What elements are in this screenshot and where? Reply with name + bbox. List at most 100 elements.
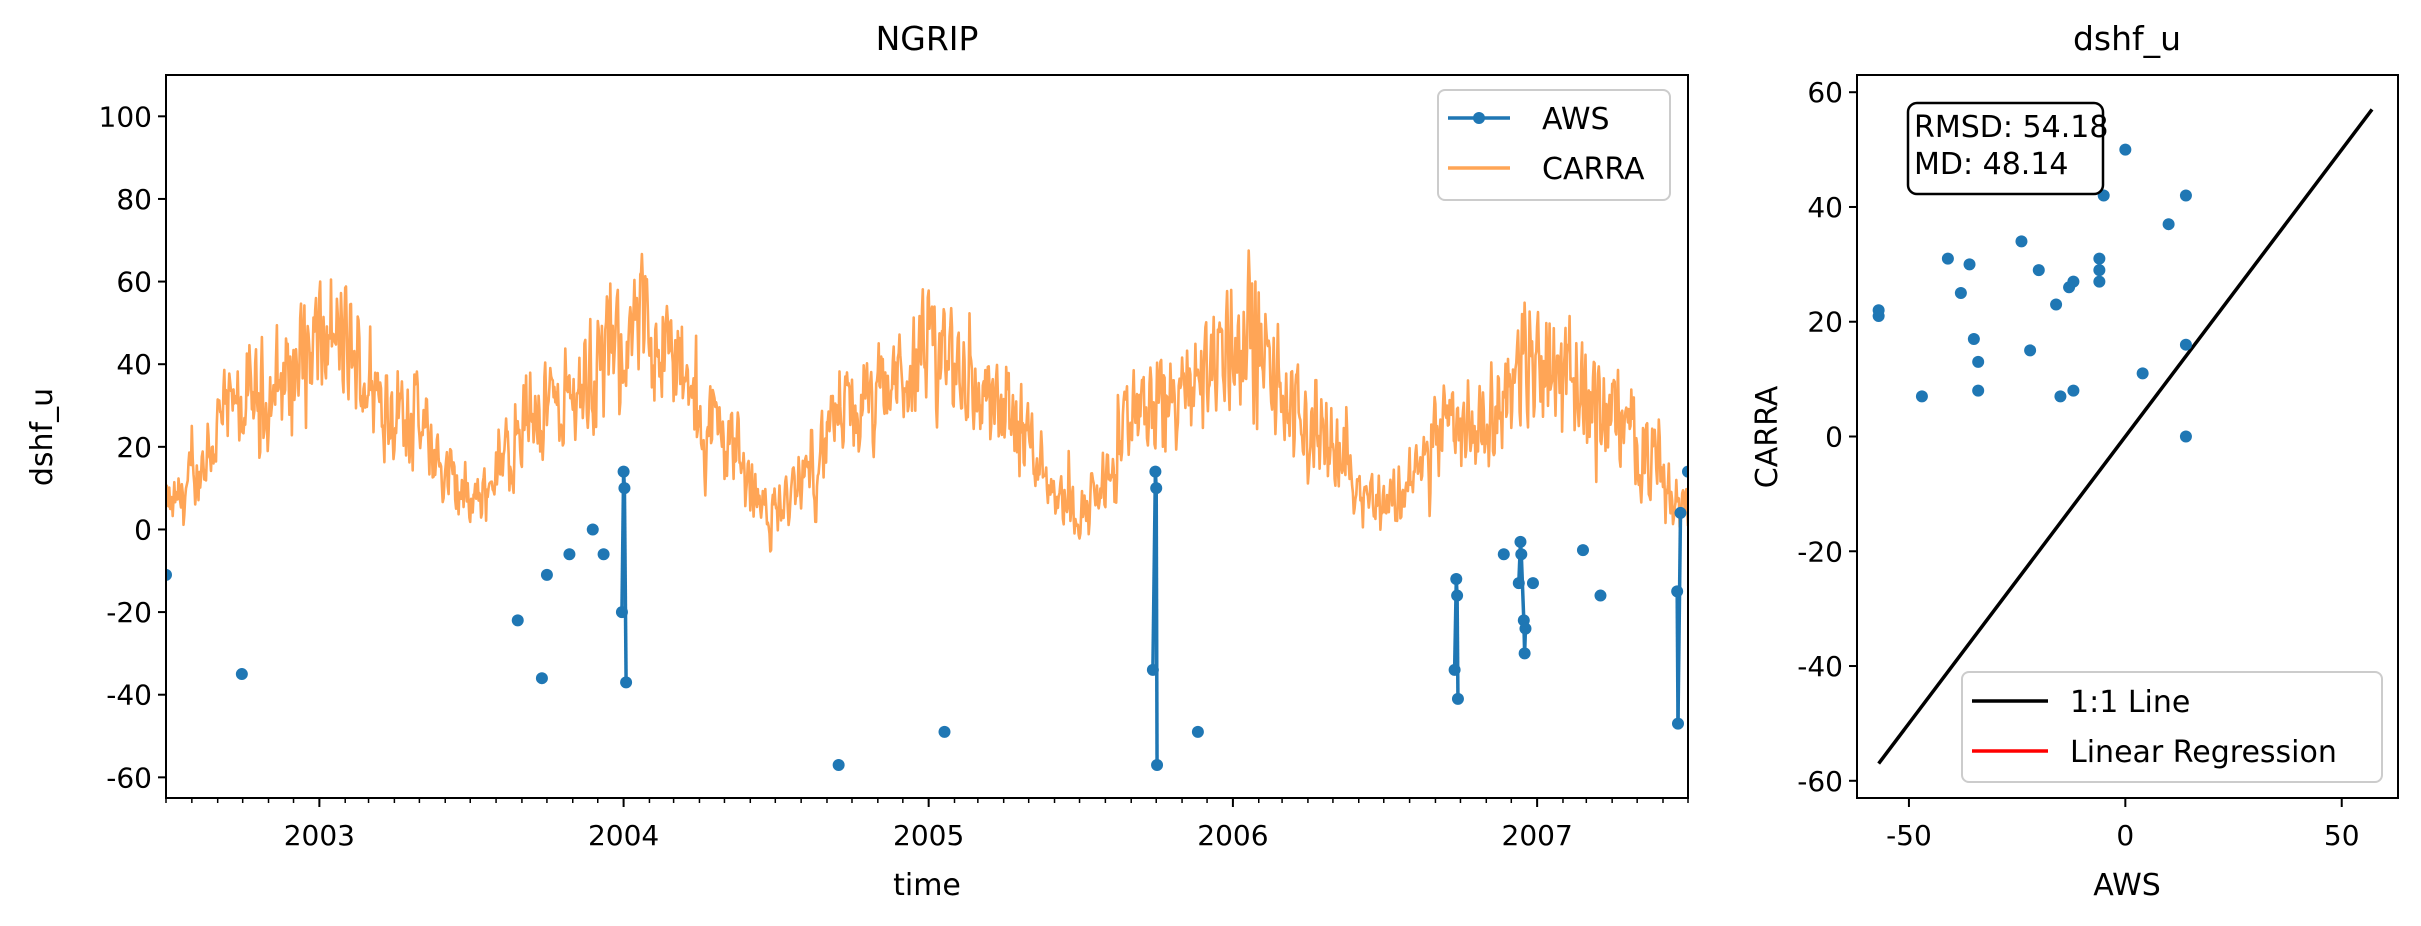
scatter-point: [2119, 143, 2132, 156]
md-text: MD: 48.14: [1914, 147, 2069, 182]
ngrip-x-tick-label: 2005: [893, 819, 964, 852]
aws-point: [1594, 589, 1607, 602]
scatter-point: [1872, 304, 1885, 317]
aws-point: [597, 548, 610, 561]
scatter-point: [2015, 235, 2028, 248]
ngrip-x-label: time: [893, 868, 961, 903]
aws-point: [1515, 548, 1528, 561]
ngrip-y-tick-label: -60: [106, 761, 152, 794]
scatter-x-axis: -50 0 50: [1886, 798, 2360, 852]
aws-point: [586, 523, 599, 536]
aws-point: [1674, 506, 1687, 519]
ngrip-x-tick-label: 2006: [1197, 819, 1268, 852]
aws-line-segment: [1676, 512, 1683, 724]
aws-point: [1576, 544, 1589, 557]
ngrip-legend: AWS CARRA: [1437, 89, 1671, 201]
aws-point: [1497, 548, 1510, 561]
legend-aws-marker: [1473, 112, 1485, 124]
scatter-title: dshf_u: [2073, 19, 2181, 58]
scatter-point: [1963, 258, 1976, 271]
scatter-point: [2162, 218, 2175, 231]
aws-line-segment: [1154, 488, 1159, 765]
scatter-point: [1941, 252, 1954, 265]
scatter-stats-box: RMSD: 54.18 MD: 48.14: [1906, 101, 2108, 196]
aws-point: [511, 614, 524, 627]
aws-point: [563, 548, 576, 561]
scatter-y-axis: -60 -40 -20 0 20 40 60: [1797, 76, 1857, 798]
one-to-one-line: [1877, 108, 2374, 765]
aws-point: [166, 568, 172, 581]
ngrip-x-tick-label: 2003: [284, 819, 355, 852]
legend-aws-label: AWS: [1542, 102, 1610, 137]
aws-point: [1514, 535, 1527, 548]
ngrip-y-tick-label: 60: [116, 266, 152, 299]
scatter-point: [2179, 189, 2192, 202]
scatter-point: [2093, 252, 2106, 265]
ngrip-y-tick-label: 0: [134, 513, 152, 546]
scatter-point: [2054, 390, 2067, 403]
ngrip-y-tick-label: 100: [99, 100, 152, 133]
scatter-y-label: CARRA: [1750, 385, 1785, 488]
aws-point: [1450, 573, 1463, 586]
scatter-legend: 1:1 Line Linear Regression: [1961, 671, 2383, 783]
aws-point: [235, 668, 248, 681]
scatter-x-tick-label: -50: [1886, 819, 1932, 852]
ngrip-y-tick-label: -40: [106, 679, 152, 712]
ngrip-x-tick-label: 2004: [588, 819, 659, 852]
scatter-y-tick-label: 0: [1825, 421, 1843, 454]
aws-point: [1149, 465, 1162, 478]
aws-point: [938, 725, 951, 738]
aws-point: [617, 465, 630, 478]
aws-point: [1150, 482, 1163, 495]
carra-line: [166, 249, 1688, 553]
aws-point: [1191, 725, 1204, 738]
aws-point: [1146, 663, 1159, 676]
aws-point: [615, 606, 628, 619]
ngrip-x-tick-label: 2007: [1502, 819, 1573, 852]
scatter-y-tick-label: 40: [1807, 191, 1843, 224]
aws-point: [1518, 647, 1531, 660]
scatter-x-label: AWS: [2093, 868, 2161, 903]
scatter-panel: dshf_u -60 -40 -20 0 20 40 60 -50 0 50 AWS CARRA…: [1750, 19, 2399, 903]
aws-point: [1151, 758, 1164, 771]
ngrip-panel: NGRIP -60 -40 -20 0 20 40 60 80 100 2003 2004 2005…: [25, 19, 1689, 903]
aws-point: [1512, 577, 1525, 590]
ngrip-title: NGRIP: [876, 19, 979, 58]
ngrip-y-tick-label: 40: [116, 348, 152, 381]
aws-point: [540, 568, 553, 581]
aws-point: [535, 672, 548, 685]
aws-point: [618, 482, 631, 495]
scatter-point: [2050, 298, 2063, 311]
aws-point: [1519, 622, 1532, 635]
scatter-point: [2067, 384, 2080, 397]
aws-line-segment: [1455, 595, 1460, 699]
aws-point: [1671, 717, 1684, 730]
legend-1to1-label: 1:1 Line: [2070, 685, 2190, 720]
scatter-point: [1967, 332, 1980, 345]
scatter-y-tick-label: -60: [1797, 765, 1843, 798]
aws-point: [1526, 577, 1539, 590]
aws-point: [1671, 585, 1684, 598]
scatter-y-tick-label: -20: [1797, 535, 1843, 568]
aws-point: [832, 758, 845, 771]
scatter-point: [1915, 390, 1928, 403]
ngrip-y-tick-label: -20: [106, 596, 152, 629]
scatter-point: [2032, 264, 2045, 277]
scatter-y-tick-label: 60: [1807, 76, 1843, 109]
ngrip-plot-area: [166, 249, 1688, 771]
scatter-plot-area: [1872, 108, 2374, 765]
ngrip-y-tick-label: 80: [116, 183, 152, 216]
scatter-point: [2179, 338, 2192, 351]
legend-carra-label: CARRA: [1542, 152, 1645, 187]
scatter-point: [2179, 430, 2192, 443]
scatter-point: [2067, 275, 2080, 288]
scatter-y-tick-label: -40: [1797, 650, 1843, 683]
scatter-point: [1954, 287, 1967, 300]
aws-point: [1682, 465, 1688, 478]
aws-point: [1451, 589, 1464, 602]
ngrip-y-label: dshf_u: [25, 388, 60, 486]
scatter-point: [2024, 344, 2037, 357]
rmsd-text: RMSD: 54.18: [1914, 110, 2108, 145]
ngrip-x-axis: 2003 2004 2005 2006 2007: [165, 798, 1689, 852]
